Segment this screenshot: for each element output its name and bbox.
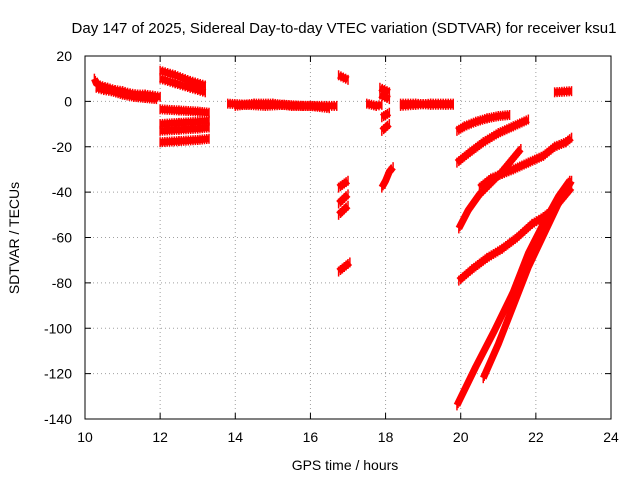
x-tick-label: 16 (303, 429, 319, 445)
series-s4 (159, 73, 207, 98)
series-s19 (380, 107, 392, 123)
series-s14 (336, 200, 351, 220)
series-s30 (480, 175, 575, 384)
series-s18 (378, 89, 391, 105)
series-s7 (159, 122, 210, 136)
series-s2 (95, 82, 158, 105)
data-series-layer (91, 65, 575, 411)
x-tick-label: 18 (378, 429, 394, 445)
series-s25 (454, 114, 530, 168)
x-tick-label: 22 (528, 429, 544, 445)
y-tick-label: -60 (52, 230, 72, 246)
y-tick-label: -40 (52, 184, 72, 200)
x-tick-label: 10 (77, 429, 93, 445)
series-s21 (378, 162, 396, 193)
series-s23 (399, 98, 454, 111)
series-s8 (159, 133, 210, 148)
y-tick-label: 20 (56, 48, 72, 64)
series-s12 (336, 175, 351, 193)
series-s20 (379, 119, 392, 136)
series-s13 (336, 189, 351, 209)
series-s15 (336, 257, 353, 277)
x-tick-label: 20 (453, 429, 469, 445)
y-tick-label: -100 (44, 320, 72, 336)
series-s16 (365, 98, 383, 111)
series-s31 (553, 86, 573, 98)
x-tick-label: 24 (603, 429, 619, 445)
series-s5 (159, 104, 210, 118)
series-s27 (477, 132, 574, 193)
x-axis-label: GPS time / hours (292, 457, 399, 473)
series-s10 (234, 98, 330, 114)
y-tick-label: -120 (44, 366, 72, 382)
y-tick-label: -80 (52, 275, 72, 291)
chart-title: Day 147 of 2025, Sidereal Day-to-day VTE… (72, 20, 617, 37)
y-tick-label: 0 (64, 93, 72, 109)
y-axis-label: SDTVAR / TECUs (6, 182, 22, 294)
x-tick-label: 14 (227, 429, 243, 445)
series-s24 (455, 109, 511, 136)
axis-ticks: 10 12 14 16 18 20 22 24 20 0 -20 -40 -60 -80 -100 -120 -… (44, 48, 619, 445)
x-tick-label: 12 (152, 429, 168, 445)
y-tick-label: -20 (52, 139, 72, 155)
y-tick-label: -140 (44, 411, 72, 427)
series-s11 (337, 70, 350, 85)
